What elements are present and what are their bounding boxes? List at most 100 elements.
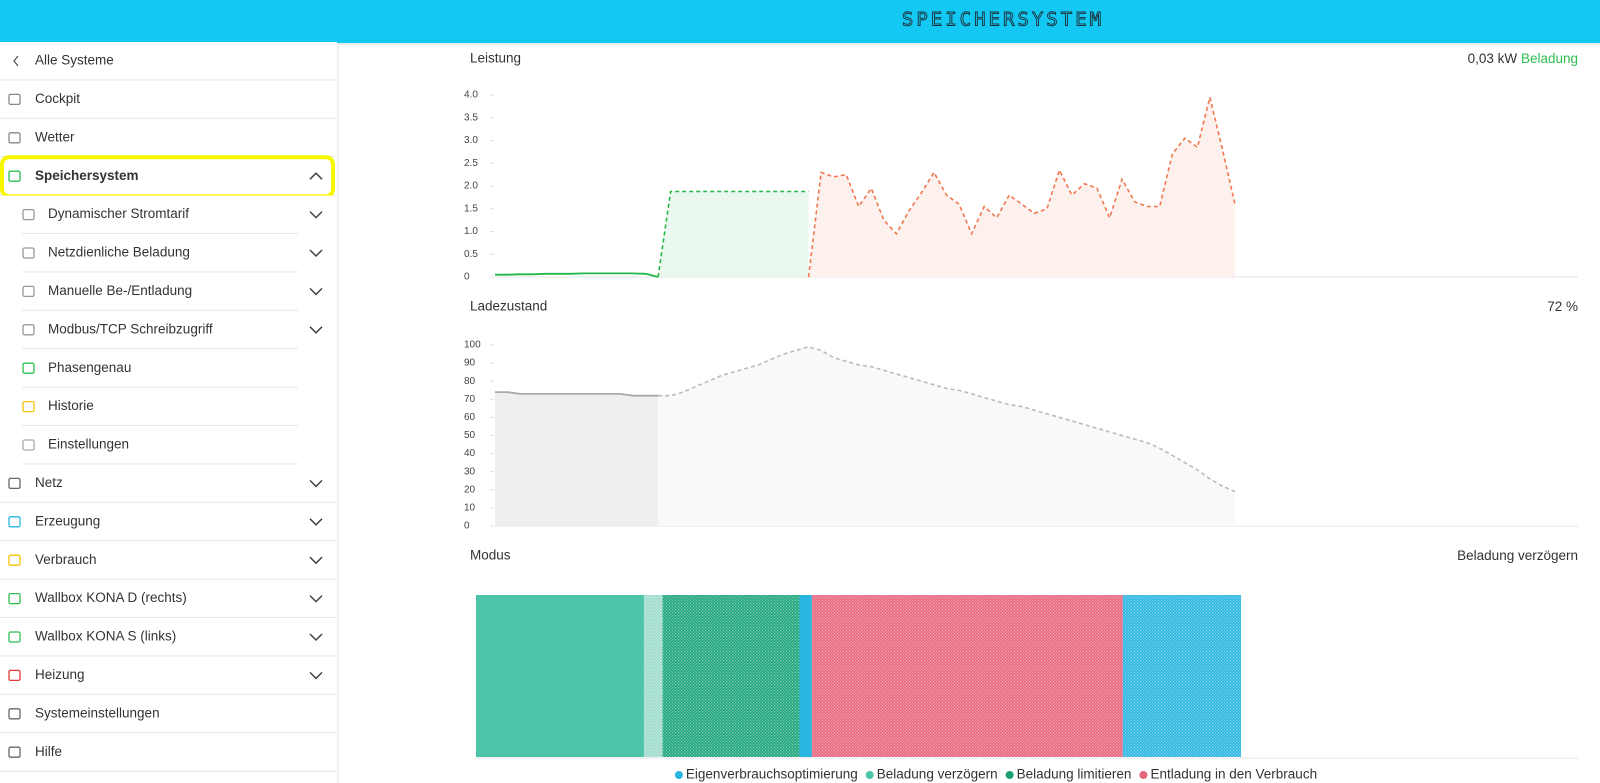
panel-title: Modus — [470, 548, 511, 563]
nav-item[interactable]: Einstellungen — [0, 426, 337, 465]
y-tick-label: 0 — [464, 272, 470, 283]
chevron-down — [309, 326, 323, 334]
nav-label: Modbus/TCP Schreibzugriff — [48, 321, 213, 336]
legend: Eigenverbrauchsoptimierung Beladung verzö… — [674, 767, 1317, 782]
legend-label: Beladung verzögern — [877, 767, 998, 782]
line — [657, 190, 809, 278]
nav-label: Wetter — [35, 129, 75, 144]
nav-hit — [0, 42, 337, 80]
y-tick-label: 50 — [464, 430, 476, 441]
nav-item[interactable]: Wallbox KONA S (links) — [0, 618, 337, 657]
nav-hit — [0, 694, 337, 733]
nav-icon — [8, 554, 21, 566]
nav-icon — [22, 208, 35, 221]
chevron-down — [309, 671, 323, 680]
chevron-down — [309, 633, 323, 642]
chevron-down — [309, 249, 323, 258]
line — [495, 391, 659, 397]
nav-item[interactable]: Modbus/TCP Schreibzugriff — [0, 310, 337, 350]
nav-label: Phasengenau — [48, 360, 131, 375]
nav-item[interactable]: Speichersystem — [0, 155, 337, 199]
nav-hit — [0, 733, 337, 772]
y-tick-label: 0 — [464, 521, 470, 532]
y-tick-label: 90 — [464, 358, 476, 369]
nav-label: Wallbox KONA D (rechts) — [35, 590, 187, 605]
nav-label: Systemeinstellungen — [35, 705, 160, 720]
legend-item: Beladung verzögern — [865, 767, 998, 782]
header-title: SPEICHERSYSTEM — [902, 9, 1104, 31]
y-tick-label: 2.0 — [464, 181, 478, 192]
nav-item[interactable]: Manuelle Be-/Entladung — [0, 272, 337, 311]
y-tick-label: 0.5 — [464, 249, 478, 260]
header-bar — [0, 0, 1600, 43]
nav-icon — [22, 400, 35, 413]
nav-item[interactable]: Erzeugung — [0, 502, 337, 542]
legend-swatch — [674, 771, 683, 779]
nav-label: Historie — [48, 398, 94, 413]
nav-item[interactable]: Systemeinstellungen — [0, 694, 337, 734]
nav-icon — [8, 170, 21, 182]
nav-item[interactable]: Wetter — [0, 118, 337, 158]
nav-item[interactable]: Wallbox KONA D (rechts) — [0, 579, 337, 619]
nav-label: Wallbox KONA S (links) — [35, 629, 176, 644]
legend-swatch — [1005, 771, 1014, 779]
nav-icon — [8, 631, 21, 643]
nav-item[interactable]: Netz — [0, 464, 337, 503]
nav-item[interactable]: Heizung — [0, 656, 337, 695]
y-tick-label: 3.5 — [464, 112, 478, 123]
y-tick-label: 4.0 — [464, 90, 478, 101]
nav-label: Verbrauch — [35, 552, 97, 567]
chevron-up — [309, 172, 323, 180]
y-tick-label: 80 — [464, 376, 476, 387]
line — [807, 97, 1236, 278]
nav-item[interactable]: Hilfe — [0, 733, 337, 772]
area — [495, 392, 659, 526]
nav-icon — [8, 477, 21, 490]
nav-item[interactable]: Dynamischer Stromtarif — [0, 195, 337, 235]
nav-label: Einstellungen — [48, 437, 129, 452]
nav-hit — [0, 426, 337, 464]
area — [808, 97, 1235, 278]
mode-segment — [799, 595, 812, 757]
legend-item: Eigenverbrauchsoptimierung — [674, 767, 858, 782]
nav-icon — [8, 516, 21, 528]
nav-item[interactable]: Netzdienliche Beladung — [0, 234, 337, 273]
y-tick-label: 10 — [464, 503, 476, 514]
y-tick-label: 60 — [464, 412, 476, 423]
nav-hit — [0, 464, 337, 503]
nav-label: Manuelle Be-/Entladung — [48, 283, 192, 298]
nav-item[interactable]: Alle Systeme — [0, 42, 337, 81]
nav-icon — [8, 669, 21, 682]
nav-icon — [22, 439, 35, 451]
nav-label: Netz — [35, 475, 63, 490]
nav-item[interactable]: Phasengenau — [0, 349, 337, 388]
nav-hit — [0, 656, 337, 695]
legend-swatch — [865, 771, 874, 779]
panel-summary: 72 % — [1547, 299, 1578, 314]
nav-item[interactable]: Historie — [0, 387, 337, 427]
y-tick-label: 100 — [464, 340, 481, 351]
y-tick-label: 40 — [464, 448, 476, 459]
nav-label: Dynamischer Stromtarif — [48, 206, 189, 221]
nav-icon — [22, 324, 35, 336]
mode-hatch — [1122, 595, 1242, 757]
nav-hit — [0, 502, 337, 541]
nav-item[interactable]: Cockpit — [0, 80, 337, 119]
nav-icon — [8, 592, 21, 605]
summary-status: Beladung — [1521, 51, 1578, 66]
area — [658, 191, 809, 277]
y-tick-label: 30 — [464, 466, 476, 477]
nav-hit — [0, 118, 337, 157]
chevron-down — [309, 595, 323, 603]
panel-title: Leistung — [470, 51, 521, 66]
y-tick-label: 3.0 — [464, 135, 478, 146]
y-tick-label: 1.0 — [464, 226, 478, 237]
nav-label: Hilfe — [35, 744, 62, 759]
nav-label: Netzdienliche Beladung — [48, 245, 190, 260]
nav-item[interactable]: Verbrauch — [0, 541, 337, 580]
y-tick-label: 70 — [464, 394, 476, 405]
line — [658, 345, 1236, 493]
nav-label: Cockpit — [35, 91, 80, 106]
legend-swatch — [1139, 771, 1148, 779]
